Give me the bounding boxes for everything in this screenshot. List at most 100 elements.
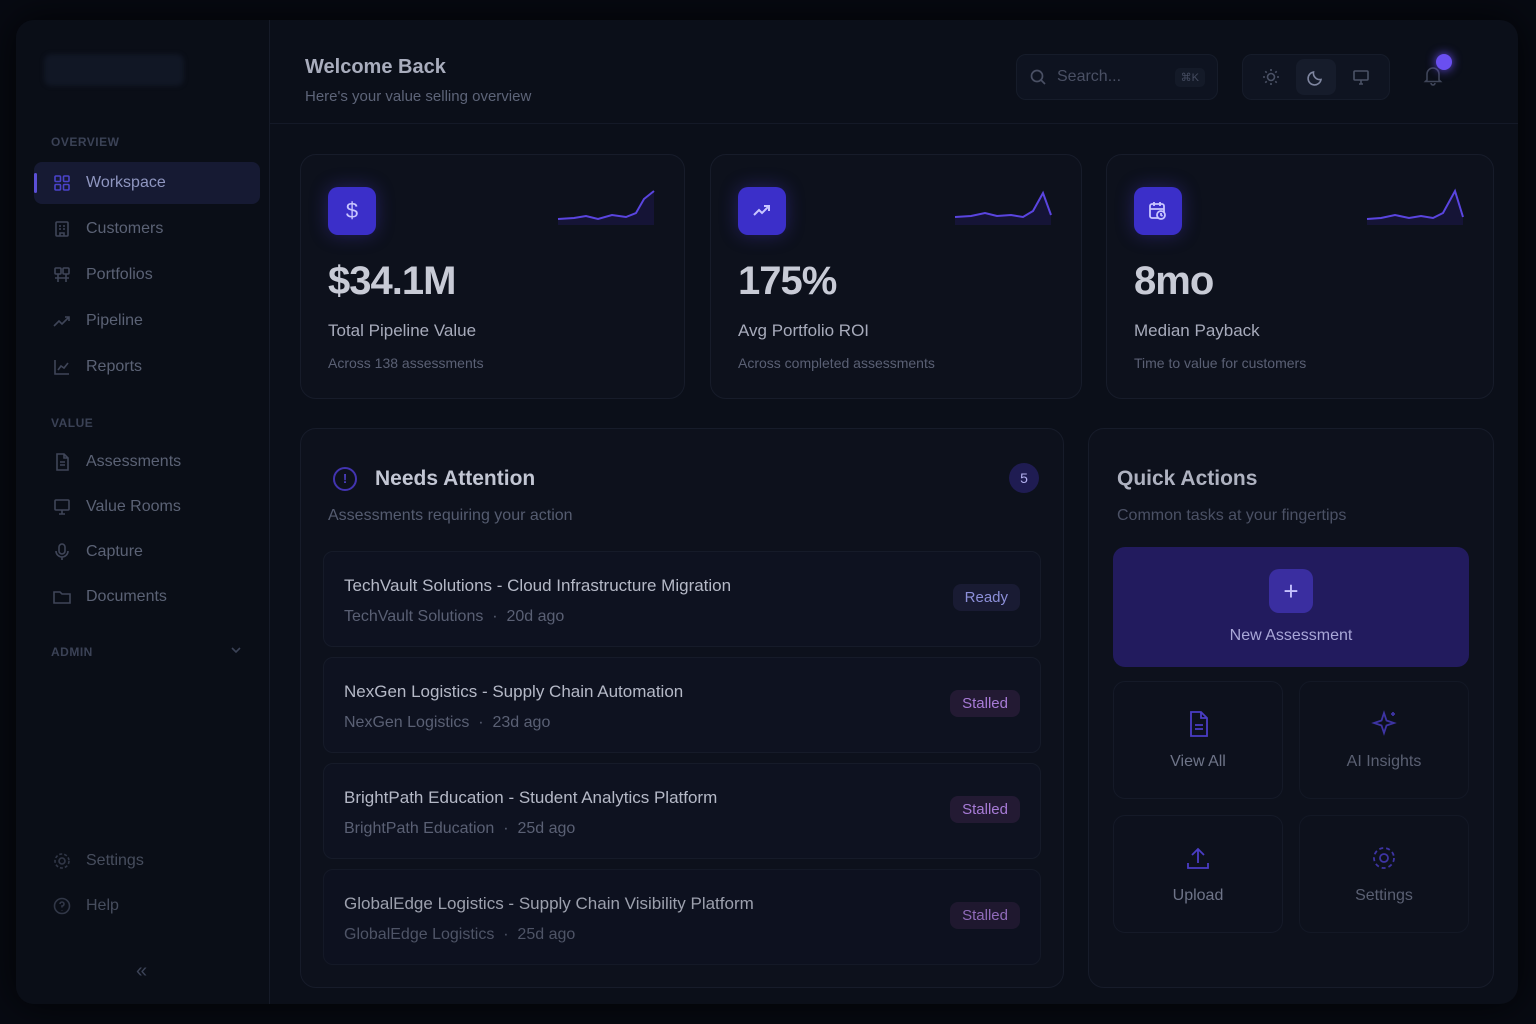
sidebar-item-settings[interactable]: Settings bbox=[34, 840, 260, 882]
chevron-down-icon[interactable] bbox=[228, 642, 244, 658]
tile-label: AI Insights bbox=[1346, 753, 1422, 770]
notification-dot bbox=[1436, 54, 1452, 70]
attention-row[interactable]: NexGen Logistics - Supply Chain Automati… bbox=[323, 657, 1041, 753]
portfolio-icon bbox=[52, 265, 72, 285]
tile-label: Settings bbox=[1355, 887, 1413, 904]
button-label: New Assessment bbox=[1229, 627, 1353, 644]
sidebar-item-documents[interactable]: Documents bbox=[34, 576, 260, 618]
row-title: TechVault Solutions - Cloud Infrastructu… bbox=[344, 576, 732, 595]
monitor-icon bbox=[1352, 70, 1369, 85]
upload-button[interactable]: Upload bbox=[1113, 815, 1283, 933]
new-assessment-button[interactable]: + New Assessment bbox=[1113, 547, 1469, 667]
building-icon bbox=[52, 219, 72, 239]
panel-title: Needs Attention bbox=[375, 467, 536, 490]
sidebar-item-label: Settings bbox=[86, 852, 144, 869]
logo bbox=[44, 54, 184, 86]
ai-insights-button[interactable]: AI Insights bbox=[1299, 681, 1469, 799]
sparkline bbox=[1366, 188, 1464, 225]
status-badge: Ready bbox=[952, 584, 1020, 611]
sparkline bbox=[954, 190, 1052, 225]
row-company: GlobalEdge Logistics bbox=[344, 926, 495, 943]
sidebar-item-label: Customers bbox=[86, 220, 164, 237]
panel-title: Quick Actions bbox=[1117, 467, 1258, 490]
panel-subtitle: Common tasks at your fingertips bbox=[1117, 507, 1347, 524]
stat-description: Time to value for customers bbox=[1134, 355, 1307, 371]
collapse-sidebar-button[interactable]: « bbox=[136, 960, 148, 982]
search-shortcut-badge: ⌘K bbox=[1174, 67, 1205, 87]
status-badge: Stalled bbox=[950, 796, 1020, 823]
section-overview: OVERVIEW bbox=[51, 135, 120, 149]
dollar-icon: $ bbox=[328, 187, 376, 235]
search-input[interactable]: Search... ⌘K bbox=[1016, 54, 1218, 100]
sidebar-item-label: Reports bbox=[86, 358, 143, 375]
count-badge: 5 bbox=[1009, 463, 1039, 493]
folder-icon bbox=[52, 587, 72, 607]
dark-theme-button[interactable] bbox=[1295, 59, 1336, 95]
row-age: 25d ago bbox=[517, 820, 576, 837]
row-company: BrightPath Education bbox=[344, 820, 495, 837]
sidebar-item-portfolios[interactable]: Portfolios bbox=[34, 254, 260, 296]
plus-icon: + bbox=[1269, 569, 1313, 613]
status-badge: Stalled bbox=[950, 690, 1020, 717]
sidebar-item-label: Workspace bbox=[86, 174, 166, 191]
sidebar-item-capture[interactable]: Capture bbox=[34, 531, 260, 573]
notifications-button[interactable] bbox=[1422, 54, 1452, 91]
view-all-button[interactable]: View All bbox=[1113, 681, 1283, 799]
sidebar-item-pipeline[interactable]: Pipeline bbox=[34, 300, 260, 342]
theme-switcher bbox=[1242, 54, 1390, 100]
app-window: OVERVIEW Workspace Customers Portfolios … bbox=[16, 20, 1518, 1004]
system-theme-button[interactable] bbox=[1341, 59, 1381, 95]
sidebar-item-label: Assessments bbox=[86, 453, 182, 470]
sidebar-item-customers[interactable]: Customers bbox=[34, 208, 260, 250]
attention-row[interactable]: BrightPath Education - Student Analytics… bbox=[323, 763, 1041, 859]
sparkline bbox=[557, 190, 655, 225]
moon-icon bbox=[1307, 71, 1322, 86]
sidebar-item-workspace[interactable]: Workspace bbox=[34, 162, 260, 204]
settings-button[interactable]: Settings bbox=[1299, 815, 1469, 933]
stat-value: 175% bbox=[738, 259, 837, 303]
row-age: 20d ago bbox=[506, 608, 565, 625]
attention-row[interactable]: TechVault Solutions - Cloud Infrastructu… bbox=[323, 551, 1041, 647]
separator: · bbox=[503, 926, 509, 943]
bell-icon bbox=[1423, 67, 1443, 86]
sidebar-item-help[interactable]: Help bbox=[34, 885, 260, 927]
calendar-clock-icon bbox=[1134, 187, 1182, 235]
row-title: GlobalEdge Logistics - Supply Chain Visi… bbox=[344, 894, 754, 913]
sidebar-item-label: Documents bbox=[86, 588, 167, 605]
top-header: Welcome Back Here's your value selling o… bbox=[270, 20, 1518, 124]
alert-icon: ! bbox=[333, 467, 357, 491]
quick-actions-panel: Quick Actions Common tasks at your finge… bbox=[1088, 428, 1494, 988]
trending-up-icon bbox=[738, 187, 786, 235]
status-badge: Stalled bbox=[950, 902, 1020, 929]
attention-row[interactable]: GlobalEdge Logistics - Supply Chain Visi… bbox=[323, 869, 1041, 965]
light-theme-button[interactable] bbox=[1251, 59, 1291, 95]
dollar-glyph: $ bbox=[345, 198, 359, 223]
stat-value: $34.1M bbox=[328, 259, 456, 303]
separator: · bbox=[478, 714, 484, 731]
row-meta: GlobalEdge Logistics · 25d ago bbox=[344, 926, 575, 944]
stat-label: Avg Portfolio ROI bbox=[738, 321, 870, 340]
stat-description: Across completed assessments bbox=[738, 355, 935, 371]
row-company: NexGen Logistics bbox=[344, 714, 470, 731]
separator: · bbox=[503, 820, 509, 837]
page-title: Welcome Back bbox=[305, 56, 446, 78]
section-value: VALUE bbox=[51, 416, 94, 430]
sidebar-item-reports[interactable]: Reports bbox=[34, 346, 260, 388]
sun-icon bbox=[1263, 69, 1280, 85]
row-meta: TechVault Solutions · 20d ago bbox=[344, 608, 564, 626]
panel-subtitle: Assessments requiring your action bbox=[328, 507, 573, 524]
sidebar-item-assessments[interactable]: Assessments bbox=[34, 441, 260, 483]
section-admin[interactable]: ADMIN bbox=[51, 645, 93, 659]
chart-icon bbox=[52, 357, 72, 377]
sidebar-item-label: Capture bbox=[86, 543, 143, 560]
sidebar: OVERVIEW Workspace Customers Portfolios … bbox=[16, 20, 270, 1004]
stat-card-pipeline: $ $34.1M Total Pipeline Value Across 138… bbox=[300, 154, 685, 399]
sidebar-item-label: Value Rooms bbox=[86, 498, 181, 515]
file-icon bbox=[1190, 711, 1208, 737]
gear-icon bbox=[1373, 847, 1395, 869]
help-icon bbox=[52, 896, 72, 916]
stat-card-payback: 8mo Median Payback Time to value for cus… bbox=[1106, 154, 1494, 399]
sparkle-icon bbox=[1371, 710, 1397, 736]
row-age: 23d ago bbox=[492, 714, 551, 731]
sidebar-item-value-rooms[interactable]: Value Rooms bbox=[34, 486, 260, 528]
